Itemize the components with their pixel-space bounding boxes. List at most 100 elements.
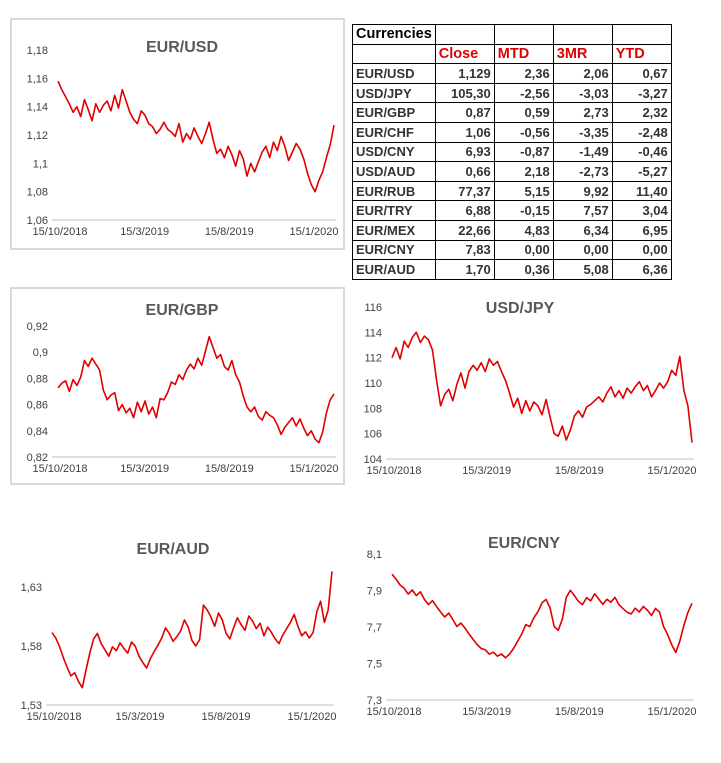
x-tick-label: 15/10/2018 (32, 463, 87, 475)
y-tick-label: 7,3 (367, 695, 382, 707)
x-tick-label: 15/8/2019 (202, 711, 251, 723)
y-tick-label: 1,53 (21, 700, 42, 712)
column-header-mtd: MTD (493, 43, 554, 65)
x-tick-label: 15/1/2020 (290, 226, 339, 238)
chart-usdjpy: USD/JPY 116 114 112 110 108 106 104 15/10/2018 15… (350, 287, 705, 485)
table-caption-blank (434, 24, 495, 45)
x-tick-label: 15/8/2019 (205, 463, 254, 475)
ytd-cell: -3,27 (611, 82, 672, 104)
ytd-cell: 3,04 (611, 200, 672, 221)
table-row: EUR/CNY 7,83 0,00 0,00 0,00 (352, 239, 672, 261)
3mr-cell: 9,92 (552, 180, 613, 202)
3mr-cell: -1,49 (552, 141, 613, 163)
x-tick-label: 15/10/2018 (26, 711, 81, 723)
3mr-cell: 2,06 (552, 63, 613, 84)
x-tick-label: 15/3/2019 (116, 711, 165, 723)
close-cell: 22,66 (434, 219, 495, 241)
table-row: USD/AUD 0,66 2,18 -2,73 -5,27 (352, 161, 672, 182)
ytd-cell: 6,36 (611, 259, 672, 280)
mtd-cell: 0,36 (493, 259, 554, 280)
chart-title: EUR/AUD (137, 541, 210, 558)
close-cell: 0,66 (434, 161, 495, 182)
close-cell: 1,70 (434, 259, 495, 280)
pair-cell: EUR/TRY (352, 200, 436, 221)
x-tick-label: 15/3/2019 (462, 706, 511, 718)
x-tick-label: 15/8/2019 (555, 465, 604, 477)
x-tick-label: 15/3/2019 (462, 465, 511, 477)
ytd-cell: 0,67 (611, 63, 672, 84)
series-line (57, 335, 335, 444)
series-line (57, 80, 335, 193)
y-tick-label: 1,08 (27, 187, 48, 199)
chart-title: EUR/USD (146, 39, 218, 56)
close-cell: 6,93 (434, 141, 495, 163)
pair-cell: USD/AUD (352, 161, 436, 182)
column-header-ytd: YTD (611, 43, 672, 65)
x-tick-label: 15/1/2020 (648, 706, 697, 718)
y-tick-label: 8,1 (367, 549, 382, 561)
close-cell: 77,37 (434, 180, 495, 202)
pair-cell: EUR/CNY (352, 239, 436, 261)
mtd-cell: 4,83 (493, 219, 554, 241)
chart-eurcny: EUR/CNY 8,1 7,9 7,7 7,5 7,3 15/10/2018 15/3/201… (350, 530, 705, 730)
table-row: USD/JPY 105,30 -2,56 -3,03 -3,27 (352, 82, 672, 104)
y-tick-label: 114 (364, 327, 382, 339)
x-tick-label: 15/1/2020 (648, 465, 697, 477)
y-tick-label: 112 (364, 353, 382, 365)
mtd-cell: -0,87 (493, 141, 554, 163)
mtd-cell: 0,59 (493, 102, 554, 123)
currencies-table: Currencies Close MTD 3MR YTD EUR/USD 1,12… (352, 24, 672, 280)
ytd-cell: 6,95 (611, 219, 672, 241)
table-header-row: Close MTD 3MR YTD (352, 43, 672, 65)
mtd-cell: -2,56 (493, 82, 554, 104)
series-line (391, 331, 693, 443)
pair-cell: USD/JPY (352, 82, 436, 104)
ytd-cell: -5,27 (611, 161, 672, 182)
table-caption-blank (552, 24, 613, 45)
y-tick-label: 7,7 (367, 622, 382, 634)
mtd-cell: 2,36 (493, 63, 554, 84)
3mr-cell: 2,73 (552, 102, 613, 123)
close-cell: 1,06 (434, 121, 495, 143)
close-cell: 6,88 (434, 200, 495, 221)
y-tick-label: 0,9 (33, 347, 48, 359)
x-tick-label: 15/3/2019 (120, 463, 169, 475)
y-tick-label: 7,9 (367, 586, 382, 598)
pair-cell: EUR/MEX (352, 219, 436, 241)
column-header-3mr: 3MR (552, 43, 613, 65)
table-title: Currencies (352, 24, 436, 45)
table-row: EUR/USD 1,129 2,36 2,06 0,67 (352, 63, 672, 84)
pair-cell: USD/CNY (352, 141, 436, 163)
mtd-cell: -0,56 (493, 121, 554, 143)
table-row: USD/CNY 6,93 -0,87 -1,49 -0,46 (352, 141, 672, 163)
series-line (391, 573, 693, 659)
3mr-cell: -3,03 (552, 82, 613, 104)
y-tick-label: 106 (364, 429, 382, 441)
mtd-cell: 2,18 (493, 161, 554, 182)
3mr-cell: 7,57 (552, 200, 613, 221)
chart-title: EUR/CNY (488, 535, 560, 552)
y-tick-label: 7,5 (367, 659, 382, 671)
mtd-cell: 5,15 (493, 180, 554, 202)
3mr-cell: -2,73 (552, 161, 613, 182)
chart-title: USD/JPY (486, 300, 555, 317)
x-tick-label: 15/10/2018 (366, 706, 421, 718)
table-caption-blank (493, 24, 554, 45)
chart-eurgbp: EUR/GBP 0,92 0,9 0,88 0,86 0,84 0,82 15/10/2018… (10, 287, 345, 485)
y-tick-label: 0,82 (27, 452, 48, 464)
y-tick-label: 1,18 (27, 45, 48, 57)
pair-cell: EUR/RUB (352, 180, 436, 202)
x-tick-label: 15/8/2019 (205, 226, 254, 238)
chart-title: EUR/GBP (146, 302, 219, 319)
3mr-cell: -3,35 (552, 121, 613, 143)
x-tick-label: 15/8/2019 (555, 706, 604, 718)
ytd-cell: -2,48 (611, 121, 672, 143)
pair-cell: EUR/AUD (352, 259, 436, 280)
ytd-cell: 2,32 (611, 102, 672, 123)
x-tick-label: 15/10/2018 (32, 226, 87, 238)
3mr-cell: 5,08 (552, 259, 613, 280)
y-tick-label: 104 (364, 454, 382, 466)
ytd-cell: 0,00 (611, 239, 672, 261)
